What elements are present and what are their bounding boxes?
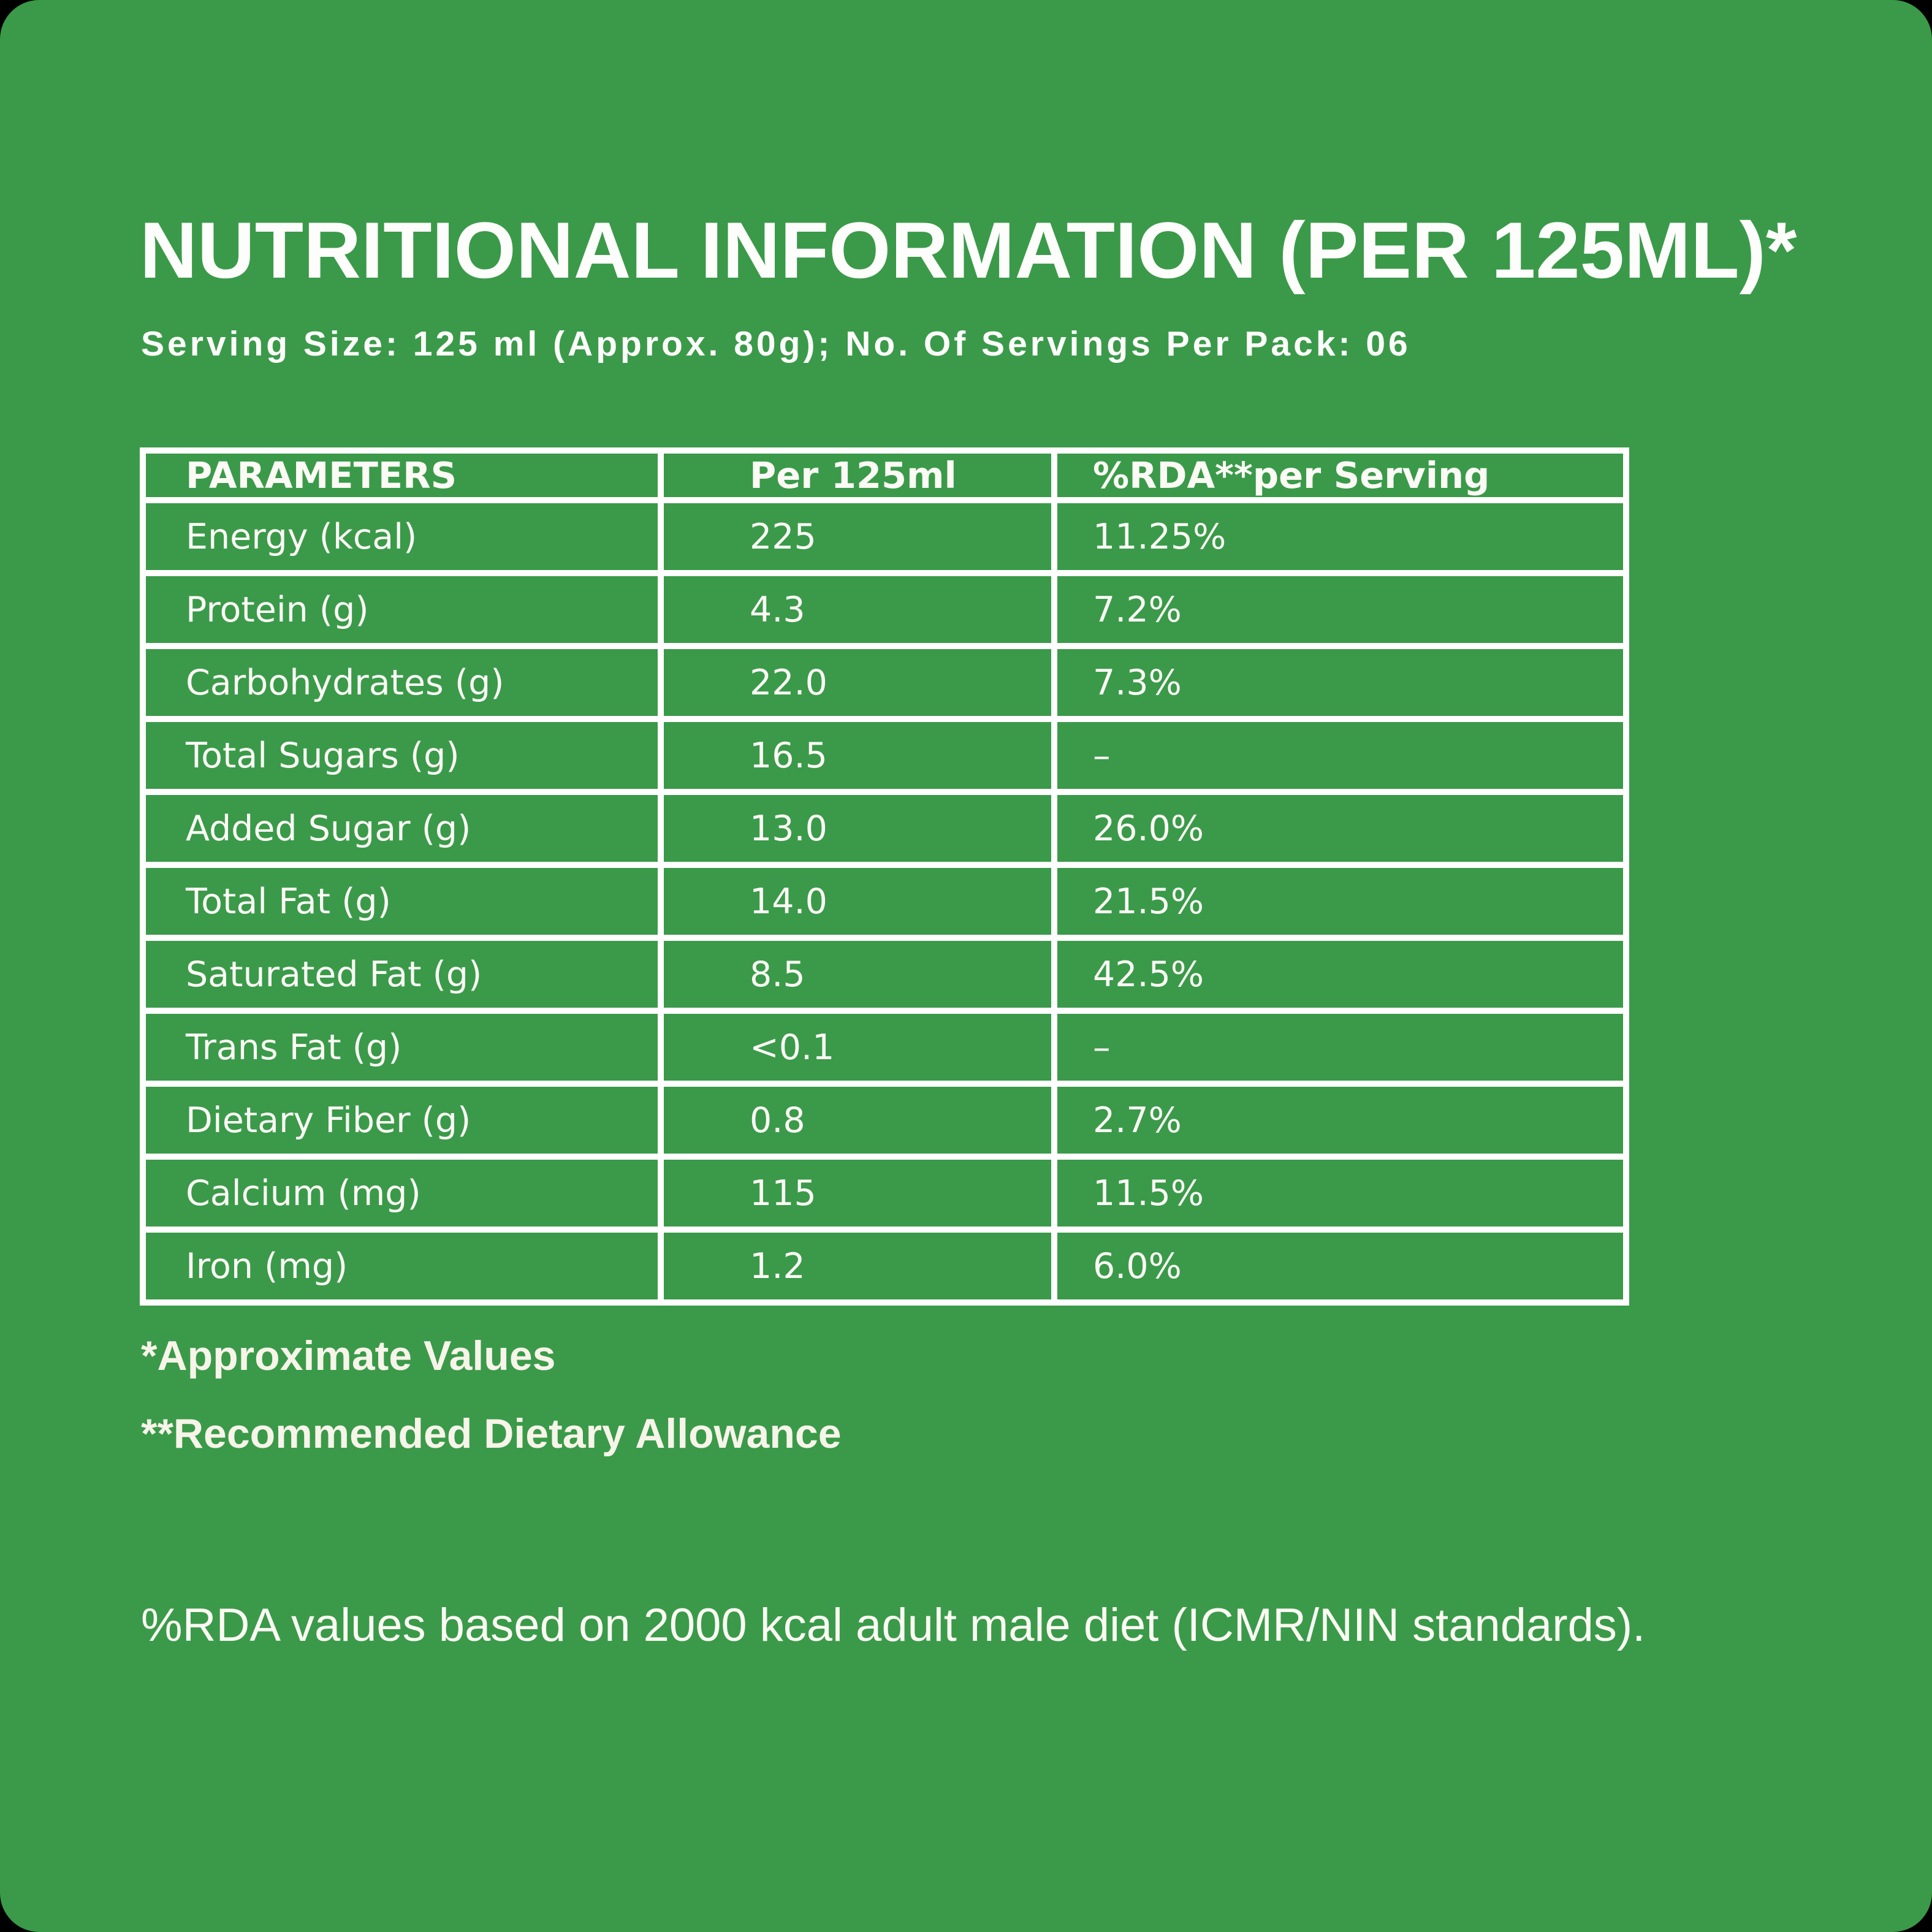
rda-cell: 6.0% — [1051, 1227, 1629, 1306]
value-cell: 0.8 — [658, 1081, 1057, 1160]
header-per-125ml: Per 125ml — [658, 447, 1057, 503]
table-row: Added Sugar (g) 13.0 26.0% — [140, 789, 1629, 868]
param-cell: Protein (g) — [140, 570, 664, 649]
rda-cell: 42.5% — [1051, 935, 1629, 1014]
table-row: Total Sugars (g) 16.5– — [140, 716, 1629, 795]
rda-basis-note: %RDA values based on 2000 kcal adult mal… — [141, 1599, 1646, 1651]
rda-cell: 26.0% — [1051, 789, 1629, 868]
table-row: Dietary Fiber (g) 0.8 2.7% — [140, 1081, 1629, 1160]
rda-cell: 7.2% — [1051, 570, 1629, 649]
table-row: Energy (kcal) 225 11.25% — [140, 497, 1629, 576]
rda-cell: 2.7% — [1051, 1081, 1629, 1160]
table-row: Trans Fat (g) <0.1– — [140, 1008, 1629, 1087]
header-parameters: PARAMETERS — [140, 447, 664, 503]
value-cell: 8.5 — [658, 935, 1057, 1014]
table-row: Iron (mg) 1.2 6.0% — [140, 1227, 1629, 1306]
value-cell: 14.0 — [658, 862, 1057, 941]
value-cell: 13.0 — [658, 789, 1057, 868]
footnote-recommended-dietary-allowance: **Recommended Dietary Allowance — [141, 1410, 842, 1457]
param-cell: Total Fat (g) — [140, 862, 664, 941]
table-row: Saturated Fat (g) 8.5 42.5% — [140, 935, 1629, 1014]
param-cell: Saturated Fat (g) — [140, 935, 664, 1014]
param-cell: Added Sugar (g) — [140, 789, 664, 868]
value-cell: 225 — [658, 497, 1057, 576]
table-header-row: PARAMETERS Per 125ml %RDA**per Serving — [140, 447, 1629, 503]
value-cell: <0.1 — [658, 1008, 1057, 1087]
serving-size-line: Serving Size: 125 ml (Approx. 80g); No. … — [141, 324, 1411, 363]
table-row: Calcium (mg) 115 11.5% — [140, 1154, 1629, 1233]
rda-cell: 11.25% — [1051, 497, 1629, 576]
table-row: Protein (g) 4.3 7.2% — [140, 570, 1629, 649]
rda-cell: 11.5% — [1051, 1154, 1629, 1233]
table-row: Carbohydrates (g) 22.0 7.3% — [140, 643, 1629, 722]
rda-cell: 21.5% — [1051, 862, 1629, 941]
rda-cell: – — [1051, 1008, 1629, 1087]
rda-cell: – — [1051, 716, 1629, 795]
footnote-approximate-values: *Approximate Values — [141, 1333, 556, 1379]
param-cell: Carbohydrates (g) — [140, 643, 664, 722]
value-cell: 115 — [658, 1154, 1057, 1233]
header-rda-per-serving: %RDA**per Serving — [1051, 447, 1629, 503]
value-cell: 4.3 — [658, 570, 1057, 649]
value-cell: 22.0 — [658, 643, 1057, 722]
param-cell: Total Sugars (g) — [140, 716, 664, 795]
rda-cell: 7.3% — [1051, 643, 1629, 722]
param-cell: Iron (mg) — [140, 1227, 664, 1306]
param-cell: Calcium (mg) — [140, 1154, 664, 1233]
param-cell: Trans Fat (g) — [140, 1008, 664, 1087]
value-cell: 16.5 — [658, 716, 1057, 795]
param-cell: Dietary Fiber (g) — [140, 1081, 664, 1160]
nutrition-table: PARAMETERS Per 125ml %RDA**per Serving E… — [140, 447, 1629, 1306]
param-cell: Energy (kcal) — [140, 497, 664, 576]
table-row: Total Fat (g) 14.0 21.5% — [140, 862, 1629, 941]
value-cell: 1.2 — [658, 1227, 1057, 1306]
page-title: NUTRITIONAL INFORMATION (PER 125ML)* — [140, 205, 1797, 295]
